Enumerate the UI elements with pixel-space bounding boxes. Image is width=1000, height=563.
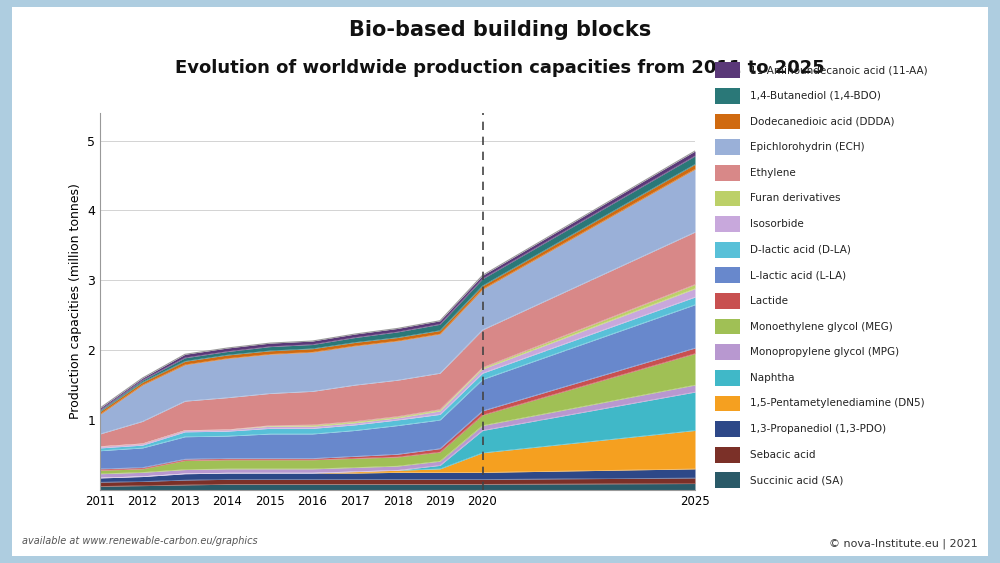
Text: Furan derivatives: Furan derivatives — [750, 194, 840, 203]
Text: Naphtha: Naphtha — [750, 373, 794, 383]
Text: Evolution of worldwide production capacities from 2011 to 2025: Evolution of worldwide production capaci… — [175, 59, 825, 77]
Text: Lactide: Lactide — [750, 296, 788, 306]
Text: 1,3-Propanediol (1,3-PDO): 1,3-Propanediol (1,3-PDO) — [750, 424, 886, 434]
Text: Monopropylene glycol (MPG): Monopropylene glycol (MPG) — [750, 347, 899, 357]
Text: 1,4-Butanediol (1,4-BDO): 1,4-Butanediol (1,4-BDO) — [750, 91, 881, 101]
Text: Sebacic acid: Sebacic acid — [750, 450, 816, 459]
Text: D-lactic acid (D-LA): D-lactic acid (D-LA) — [750, 245, 851, 254]
Text: © nova-Institute.eu | 2021: © nova-Institute.eu | 2021 — [829, 538, 978, 549]
Text: available at www.renewable-carbon.eu/graphics: available at www.renewable-carbon.eu/gra… — [22, 536, 258, 546]
Text: 11-Aminoundecanoic acid (11-AA): 11-Aminoundecanoic acid (11-AA) — [750, 65, 928, 75]
Text: Succinic acid (SA): Succinic acid (SA) — [750, 475, 843, 485]
Text: Ethylene: Ethylene — [750, 168, 796, 178]
Text: Dodecanedioic acid (DDDA): Dodecanedioic acid (DDDA) — [750, 117, 895, 127]
Text: L-lactic acid (L-LA): L-lactic acid (L-LA) — [750, 270, 846, 280]
Text: Bio-based building blocks: Bio-based building blocks — [349, 20, 651, 40]
Y-axis label: Production capacities (million tonnes): Production capacities (million tonnes) — [69, 184, 82, 419]
Text: Monoethylene glycol (MEG): Monoethylene glycol (MEG) — [750, 321, 893, 332]
Text: 1,5-Pentametylenediamine (DN5): 1,5-Pentametylenediamine (DN5) — [750, 399, 925, 408]
Text: Isosorbide: Isosorbide — [750, 219, 804, 229]
Text: Epichlorohydrin (ECH): Epichlorohydrin (ECH) — [750, 142, 865, 152]
